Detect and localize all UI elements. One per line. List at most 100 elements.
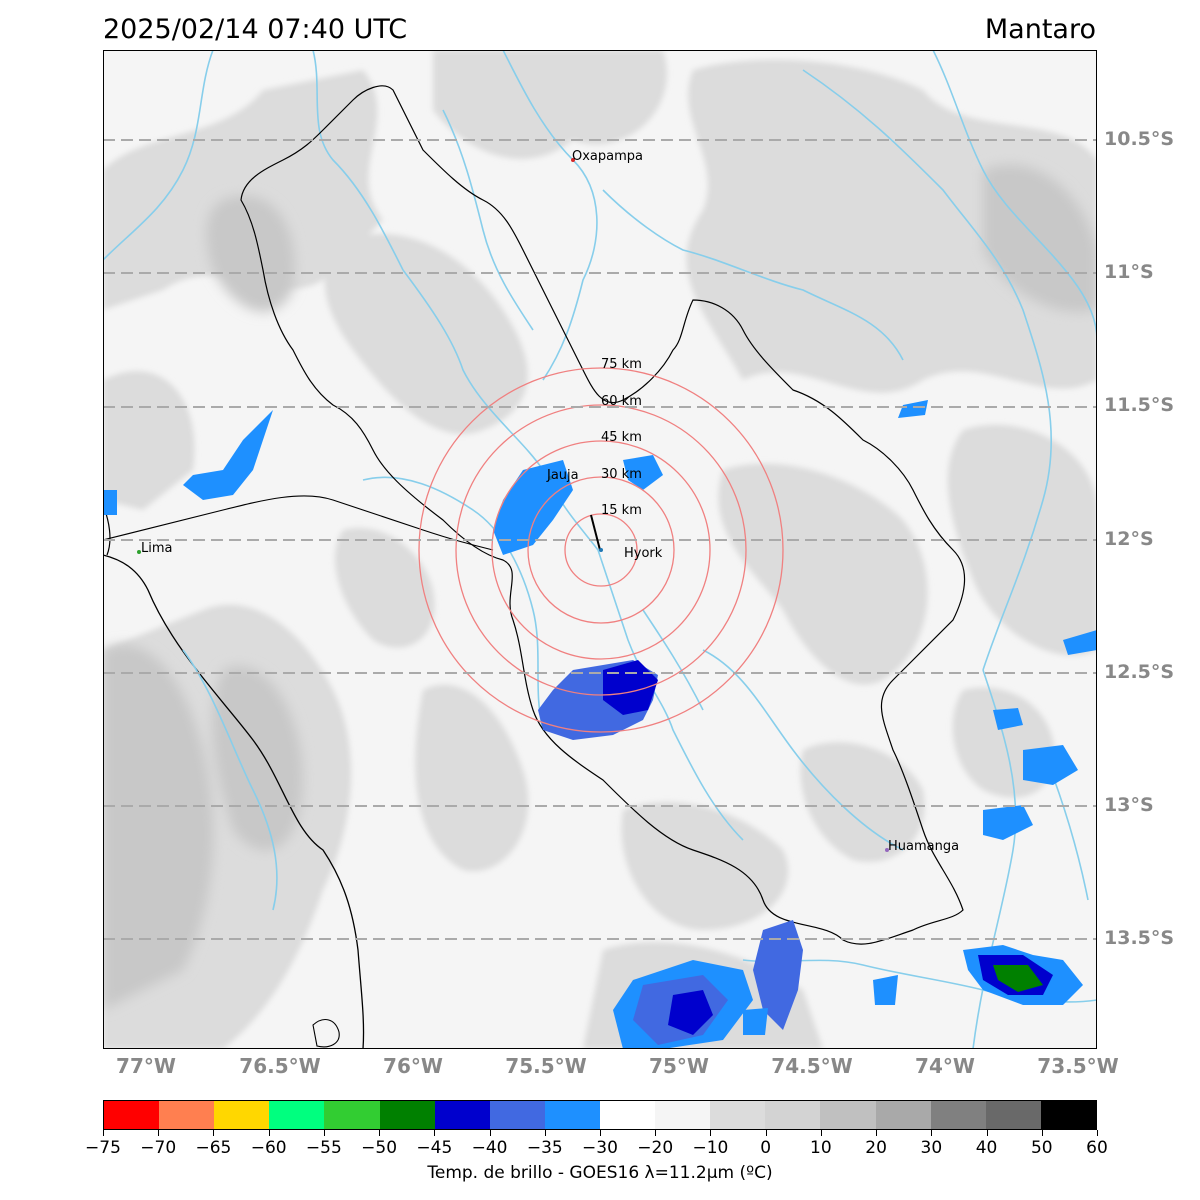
- lat-label-10-5s: 10.5°S: [1104, 128, 1175, 150]
- satellite-map: 75 km 60 km 45 km 30 km 15 km Oxapampa J…: [103, 50, 1097, 1049]
- range-label-45km: 45 km: [601, 430, 642, 445]
- colorbar-segment: [544, 1101, 600, 1129]
- rivers: [103, 50, 1097, 1049]
- colorbar-tick-mark: [986, 1130, 988, 1136]
- colorbar-segment: [599, 1101, 656, 1129]
- lon-label-75w: 75°W: [649, 1054, 709, 1078]
- colorbar-tick-label: 10: [810, 1138, 832, 1158]
- colorbar-tick-label: −75: [85, 1138, 121, 1158]
- lat-label-11-5s: 11.5°S: [1104, 394, 1175, 416]
- colorbar-tick-mark: [268, 1130, 270, 1136]
- colorbar-tick-mark: [1041, 1130, 1043, 1136]
- colorbar-tick-label: −10: [692, 1138, 729, 1158]
- colorbar-tick-mark: [931, 1130, 933, 1136]
- colorbar-tick-label: −35: [526, 1138, 563, 1158]
- colorbar-segment: [1040, 1101, 1096, 1129]
- range-ring-15km: [564, 513, 638, 587]
- range-ring-45km: [491, 440, 711, 660]
- colorbar-tick-mark: [158, 1130, 160, 1136]
- colorbar-title: Temp. de brillo - GOES16 λ=11.2μm (ºC): [427, 1163, 773, 1183]
- range-label-60km: 60 km: [601, 394, 642, 409]
- range-label-15km: 15 km: [601, 503, 642, 518]
- colorbar-tick-label: 0: [760, 1138, 772, 1158]
- city-marker-huamanga: [885, 848, 889, 852]
- city-label-jauja: Jauja: [546, 468, 579, 483]
- lon-label-77w: 77°W: [116, 1054, 176, 1078]
- colorbar-segment: [710, 1101, 766, 1129]
- lon-label-74-5w: 74.5°W: [771, 1054, 853, 1078]
- colorbar-segment: [159, 1101, 215, 1129]
- lat-label-13-5s: 13.5°S: [1104, 927, 1175, 949]
- lon-label-74w: 74°W: [915, 1054, 975, 1078]
- city-label-oxapampa: Oxapampa: [572, 149, 643, 164]
- colorbar-tick-label: −70: [140, 1138, 177, 1158]
- lon-label-75-5w: 75.5°W: [505, 1054, 587, 1078]
- colorbar-segment: [434, 1101, 490, 1129]
- colorbar-tick-label: −65: [195, 1138, 232, 1158]
- colorbar-tick-mark: [820, 1130, 822, 1136]
- range-ring-60km: [455, 404, 747, 696]
- colorbar-segment: [214, 1101, 270, 1129]
- colorbar-tick-label: 60: [1086, 1138, 1108, 1158]
- colorbar-segment: [489, 1101, 545, 1129]
- colorbar-tick-label: −30: [582, 1138, 618, 1158]
- colorbar-tick-label: −40: [471, 1138, 508, 1158]
- range-label-30km: 30 km: [601, 467, 642, 482]
- colorbar-tick-label: −60: [250, 1138, 287, 1158]
- colorbar-segment: [379, 1101, 435, 1129]
- colorbar-segment: [765, 1101, 821, 1129]
- colorbar-tick-mark: [103, 1130, 104, 1136]
- colorbar-tick-label: 40: [975, 1138, 998, 1158]
- sub-basin-boundary: [103, 495, 494, 551]
- city-marker-jauja: [548, 476, 552, 480]
- colorbar-tick-mark: [600, 1130, 601, 1136]
- colorbar-segment: [930, 1101, 986, 1129]
- city-marker-lima: [137, 550, 141, 554]
- colorbar-tick-mark: [765, 1130, 767, 1136]
- range-label-75km: 75 km: [601, 357, 642, 372]
- colorbar-tick-mark: [489, 1130, 491, 1136]
- colorbar-segment: [269, 1101, 325, 1129]
- range-ring-75km: [418, 367, 784, 733]
- colorbar: [103, 1100, 1097, 1130]
- coastline: [103, 554, 365, 1049]
- colorbar-segment: [820, 1101, 876, 1129]
- lon-label-73-5w: 73.5°W: [1037, 1054, 1119, 1078]
- colorbar-tick-mark: [544, 1130, 546, 1136]
- map-frame: [103, 50, 1097, 1049]
- range-ring-30km: [527, 476, 675, 624]
- colorbar-segment: [875, 1101, 931, 1129]
- colorbar-tick-mark: [213, 1130, 215, 1136]
- colorbar-segment: [655, 1101, 711, 1129]
- island: [312, 1019, 340, 1048]
- colorbar-tick-mark: [434, 1130, 436, 1136]
- range-rings: [418, 367, 784, 733]
- colorbar-segment: [324, 1101, 380, 1129]
- datetime-title: 2025/02/14 07:40 UTC: [103, 14, 408, 45]
- latitude-gridlines: [103, 139, 1097, 940]
- colorbar-tick-mark: [379, 1130, 381, 1136]
- colorbar-tick-label: −45: [416, 1138, 453, 1158]
- lat-label-11s: 11°S: [1104, 261, 1154, 283]
- colorbar-tick-mark: [710, 1130, 712, 1136]
- radar-beam: [590, 514, 601, 551]
- region-title: Mantaro: [984, 14, 1096, 45]
- colorbar-tick-label: 50: [1030, 1138, 1053, 1158]
- lon-label-76-5w: 76.5°W: [239, 1054, 321, 1078]
- city-label-lima: Lima: [141, 541, 172, 556]
- lat-label-12-5s: 12.5°S: [1104, 661, 1175, 683]
- colorbar-tick-mark: [323, 1130, 325, 1136]
- basin-boundary: [240, 85, 966, 945]
- colorbar-tick-mark: [655, 1130, 657, 1136]
- city-marker-oxapampa: [571, 158, 575, 162]
- lat-label-13s: 13°S: [1104, 794, 1154, 816]
- city-label-huamanga: Huamanga: [888, 839, 959, 854]
- city-marker-hyork: [599, 548, 603, 552]
- lon-label-76w: 76°W: [383, 1054, 443, 1078]
- colorbar-segment: [104, 1101, 160, 1129]
- colorbar-tick-label: −55: [305, 1138, 342, 1158]
- colorbar-segment: [985, 1101, 1041, 1129]
- colorbar-tick-mark: [876, 1130, 878, 1136]
- lat-label-12s: 12°S: [1104, 528, 1154, 550]
- colorbar-tick-mark: [1097, 1130, 1098, 1136]
